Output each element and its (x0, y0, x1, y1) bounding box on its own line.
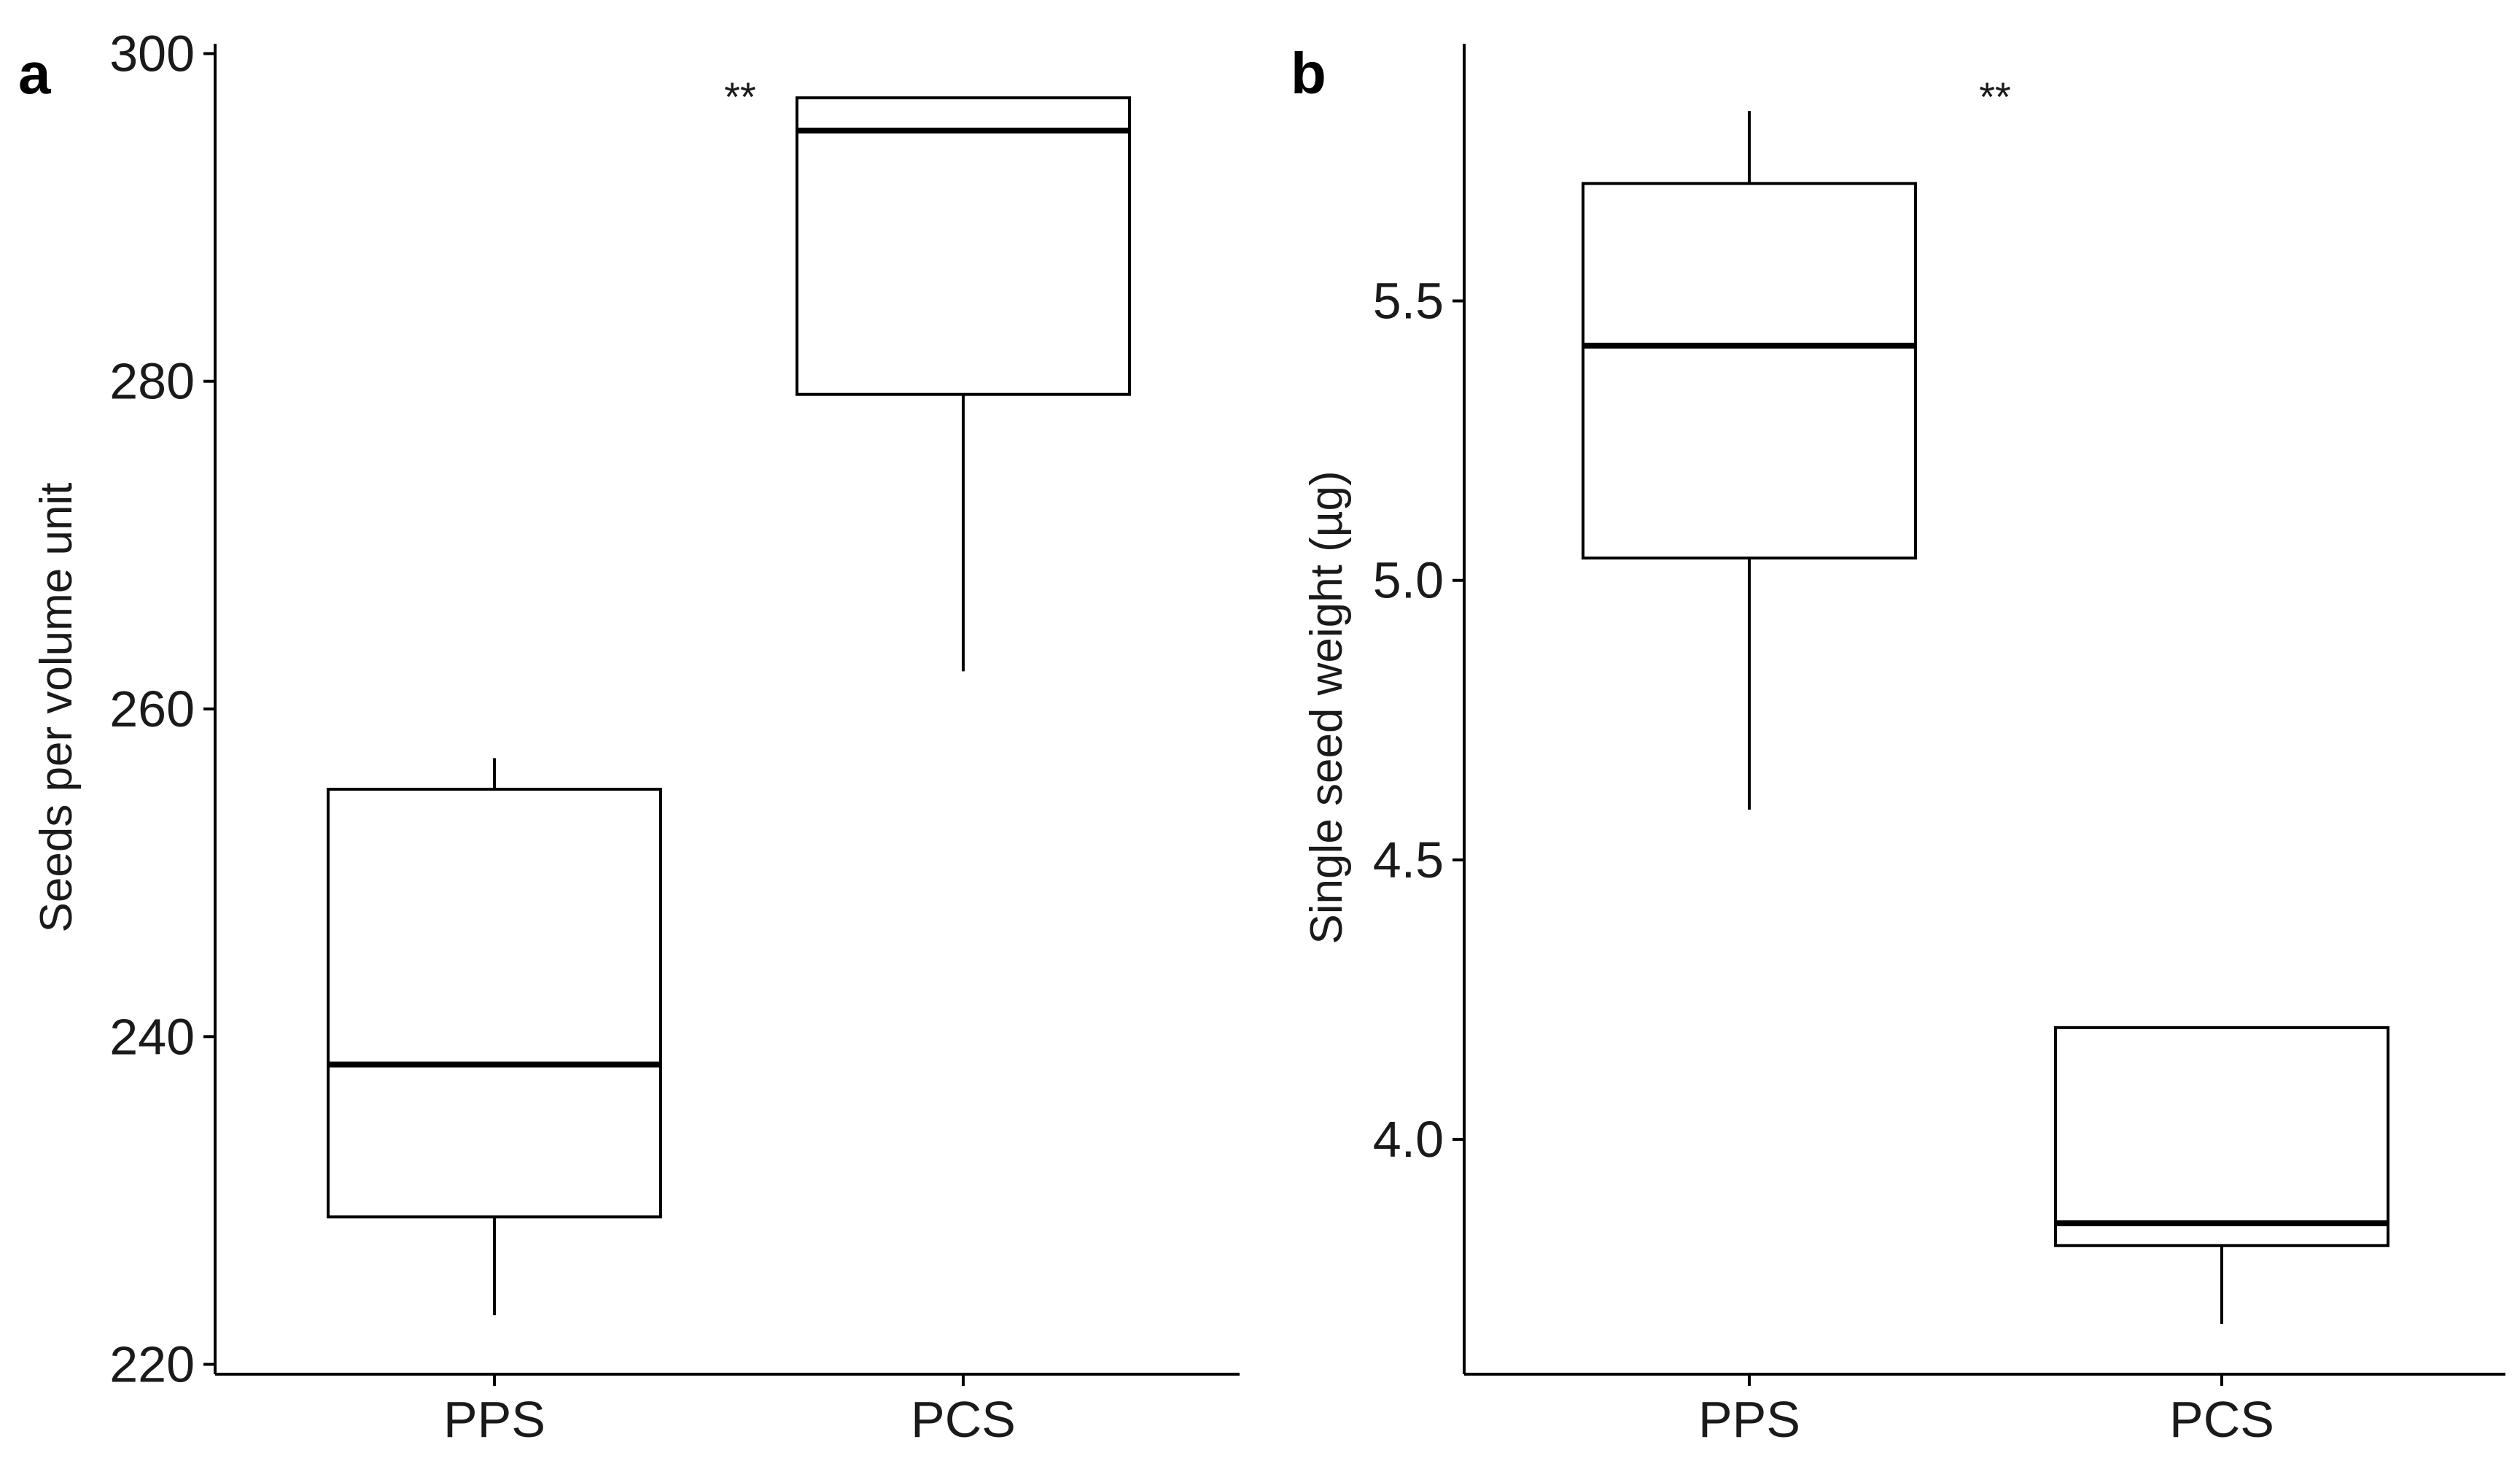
panel-b-x-tick-label-pps: PPS (1698, 1391, 1800, 1448)
panel-b-plot: 4.0 4.5 5.0 5.5 PPS PCS (1373, 44, 2505, 1448)
panel-a: a Seeds per volume unit ** 220 240 260 280 3… (18, 25, 1240, 1448)
panel-a-y-tick-label: 220 (109, 1336, 195, 1393)
panel-b-y-tick-label: 4.0 (1373, 1111, 1444, 1168)
panel-b-box-pps-iqr-rect (1582, 182, 1917, 560)
panel-a-y-tick-label: 260 (109, 681, 195, 737)
panel-a-x-tick-label-pcs: PCS (911, 1391, 1016, 1448)
panel-a-significance-mark: ** (724, 74, 756, 120)
panel-b-y-axis-title: Single seed weight (µg) (1302, 470, 1352, 944)
panel-b-box-pcs (2054, 1026, 2389, 1325)
panel-b-letter: b (1291, 41, 1326, 106)
panel-a-box-pps-iqr-rect (327, 788, 662, 1219)
panel-a-y-tick-label: 240 (109, 1008, 195, 1065)
panel-a-x-tick-label-pps: PPS (443, 1391, 545, 1448)
panel-a-plot: 220 240 260 280 300 PPS PCS (109, 25, 1240, 1448)
panel-a-y-tick-label: 280 (109, 353, 195, 410)
panel-b-y-tick-label: 5.5 (1373, 273, 1444, 330)
panel-a-letter: a (18, 41, 51, 106)
panel-a-y-tick-label: 300 (109, 25, 195, 82)
panel-b: b Single seed weight (µg) ** 4.0 4.5 5.0 5.… (1291, 41, 2505, 1448)
panel-b-box-pps (1582, 110, 1917, 810)
panel-a-box-pps (327, 758, 662, 1316)
panel-b-significance-mark: ** (1979, 74, 2011, 120)
panel-b-y-tick-label: 4.5 (1373, 832, 1444, 888)
panel-b-x-tick-label-pcs: PCS (2169, 1391, 2274, 1448)
panel-a-y-axis-title: Seeds per volume unit (31, 483, 82, 933)
panel-b-box-pcs-iqr-rect (2054, 1026, 2389, 1247)
panel-a-box-pcs (796, 96, 1131, 672)
panel-b-y-tick-label: 5.0 (1373, 552, 1444, 609)
panel-a-box-pcs-iqr-rect (796, 96, 1131, 396)
